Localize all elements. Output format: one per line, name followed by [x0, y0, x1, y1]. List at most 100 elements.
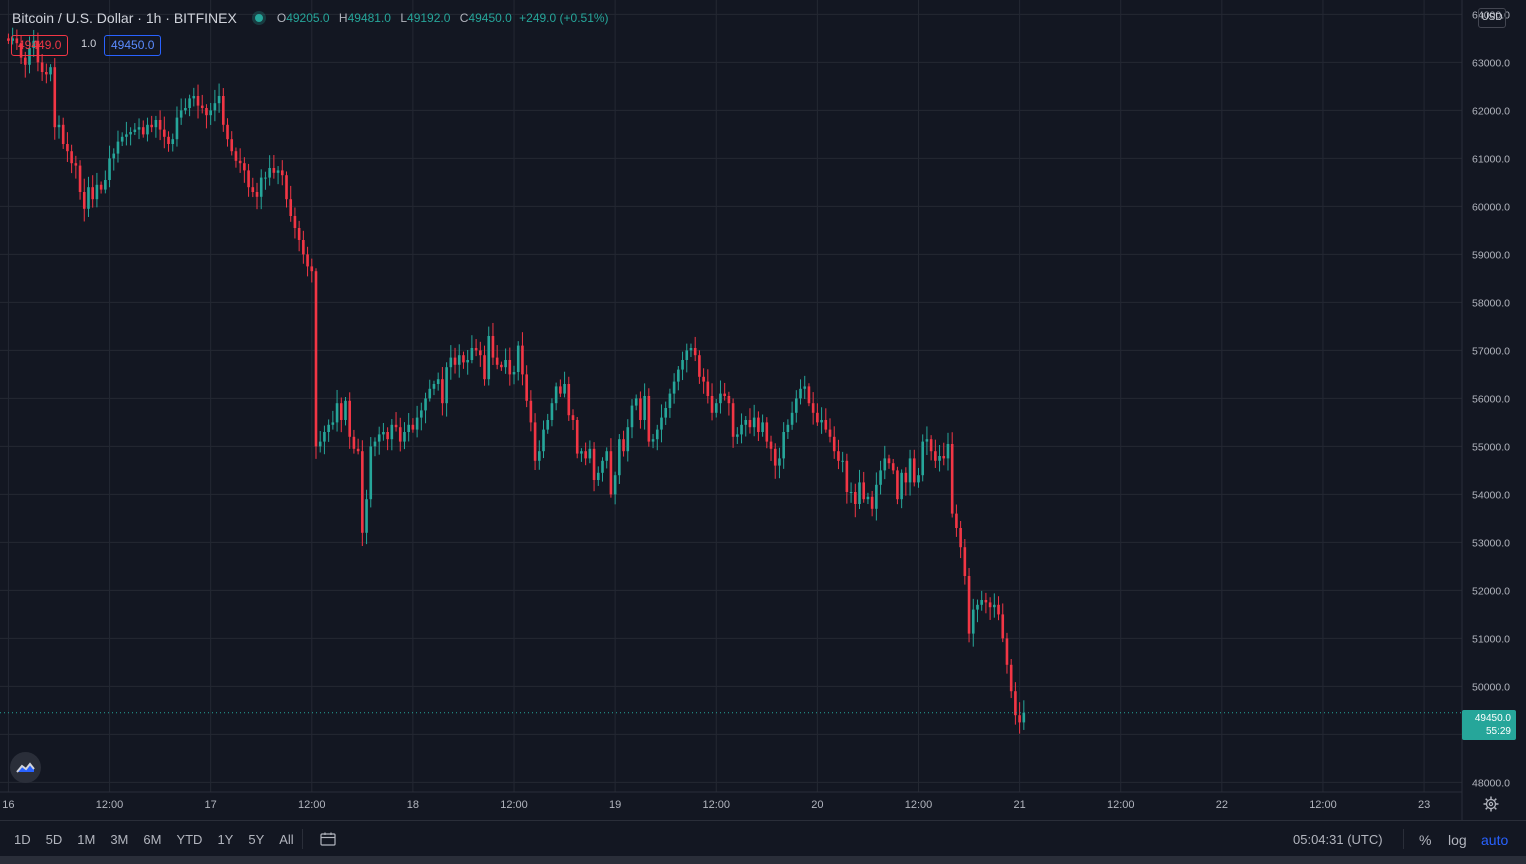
- currency-badge[interactable]: USD: [1478, 8, 1506, 28]
- symbol-title[interactable]: Bitcoin / U.S. Dollar · 1h · BITFINEX: [12, 10, 237, 26]
- candle-body: [487, 336, 491, 380]
- candle: [955, 504, 958, 537]
- candle: [205, 104, 208, 129]
- percent-scale-button[interactable]: %: [1419, 832, 1432, 848]
- candle-body: [580, 451, 583, 454]
- range-button-3m[interactable]: 3M: [110, 832, 129, 847]
- candle-body: [997, 604, 1000, 615]
- market-status-dot: [254, 14, 263, 22]
- calendar-icon[interactable]: [320, 832, 336, 846]
- candle: [390, 419, 394, 451]
- candle-body: [112, 153, 116, 159]
- candle: [259, 169, 263, 210]
- gear-icon[interactable]: [1483, 796, 1499, 812]
- candle: [196, 84, 200, 119]
- auto-scale-button[interactable]: auto: [1481, 832, 1509, 848]
- candle: [508, 347, 512, 386]
- candle: [335, 389, 339, 432]
- candle-body: [474, 348, 478, 351]
- candle-body: [323, 432, 326, 442]
- range-button-5y[interactable]: 5Y: [248, 832, 265, 847]
- candle: [584, 442, 587, 466]
- candle-body: [91, 187, 94, 200]
- candle-body: [491, 336, 495, 358]
- candle-body: [837, 451, 840, 461]
- candle: [723, 382, 726, 401]
- candle-body: [858, 482, 861, 504]
- price-axis[interactable]: 64000.0 63000.0 62000.0 61000.0 60000.0 59000…: [1472, 9, 1510, 789]
- log-scale-button[interactable]: log: [1448, 832, 1467, 848]
- candle-body: [605, 451, 609, 461]
- candle: [655, 424, 659, 451]
- candle: [74, 155, 78, 179]
- candle-body: [731, 403, 735, 437]
- candle-body: [285, 175, 288, 200]
- range-button-ytd[interactable]: YTD: [176, 832, 203, 847]
- range-button-5d[interactable]: 5D: [45, 832, 63, 847]
- range-button-1y[interactable]: 1Y: [217, 832, 234, 847]
- candle: [394, 412, 398, 432]
- time-tick-label: 21: [1013, 799, 1025, 811]
- candle-body: [125, 134, 128, 137]
- candle-body: [736, 434, 739, 437]
- candle: [361, 440, 364, 547]
- candle: [500, 361, 503, 371]
- candle-body: [230, 139, 234, 152]
- candle-body: [382, 432, 385, 435]
- candle: [373, 437, 377, 457]
- candle-body: [988, 602, 992, 608]
- candle: [57, 115, 61, 139]
- candle-body: [268, 168, 271, 178]
- range-button-1d[interactable]: 1D: [14, 832, 31, 847]
- candle-body: [832, 436, 836, 452]
- candle-body: [457, 355, 461, 365]
- bottom-toolbar: 1D 5D 1M 3M 6M YTD 1Y 5Y All 05:04:31 (UTC) % lo…: [0, 820, 1526, 857]
- time-axis[interactable]: 16 12:00 17 12:00 18 12:00 19 12:00 20 12:00 21 12:…: [2, 799, 1430, 811]
- price-tick-label: 62000.0: [1472, 105, 1510, 117]
- candle: [323, 425, 326, 455]
- candle-body: [238, 160, 242, 164]
- utc-clock[interactable]: 05:04:31 (UTC): [1293, 832, 1383, 847]
- buy-price-button[interactable]: 49450.0: [104, 35, 162, 56]
- high-value: 49481.0: [347, 11, 391, 25]
- candle-body: [601, 460, 604, 473]
- candle-body: [66, 144, 69, 152]
- candle: [163, 116, 166, 149]
- candle-body: [752, 417, 756, 428]
- candle: [959, 521, 962, 559]
- sell-price-button[interactable]: 49449.0: [11, 35, 69, 56]
- candle-body: [453, 357, 457, 365]
- candle: [264, 171, 267, 190]
- candle-body: [15, 38, 19, 44]
- candle: [921, 434, 925, 482]
- candle: [137, 118, 141, 140]
- candle-body: [866, 496, 870, 500]
- time-tick-label: 23: [1418, 799, 1430, 811]
- candle: [436, 372, 440, 391]
- candle: [306, 246, 309, 277]
- price-tick-label: 59000.0: [1472, 249, 1510, 261]
- candle: [710, 383, 714, 421]
- candle-body: [976, 604, 979, 610]
- candle: [816, 403, 819, 426]
- candle-body: [959, 528, 962, 548]
- candle-body: [344, 400, 347, 420]
- candle-body: [78, 165, 82, 192]
- candle-body: [706, 381, 710, 396]
- candle: [677, 366, 680, 391]
- candle: [521, 332, 524, 386]
- time-tick-label: 17: [205, 799, 217, 811]
- candlestick-chart[interactable]: 64000.0 63000.0 62000.0 61000.0 60000.0 59000…: [0, 0, 1526, 820]
- range-button-6m[interactable]: 6M: [143, 832, 162, 847]
- candle-body: [411, 424, 415, 430]
- candle-body: [596, 472, 600, 480]
- candle: [963, 539, 967, 585]
- candle: [853, 483, 857, 518]
- range-button-all[interactable]: All: [279, 832, 294, 847]
- candle: [609, 438, 613, 498]
- candle-body: [677, 369, 680, 382]
- candle: [188, 94, 191, 117]
- tradingview-logo-icon[interactable]: [10, 752, 41, 783]
- candle-body: [407, 424, 410, 432]
- range-button-1m[interactable]: 1M: [77, 832, 96, 847]
